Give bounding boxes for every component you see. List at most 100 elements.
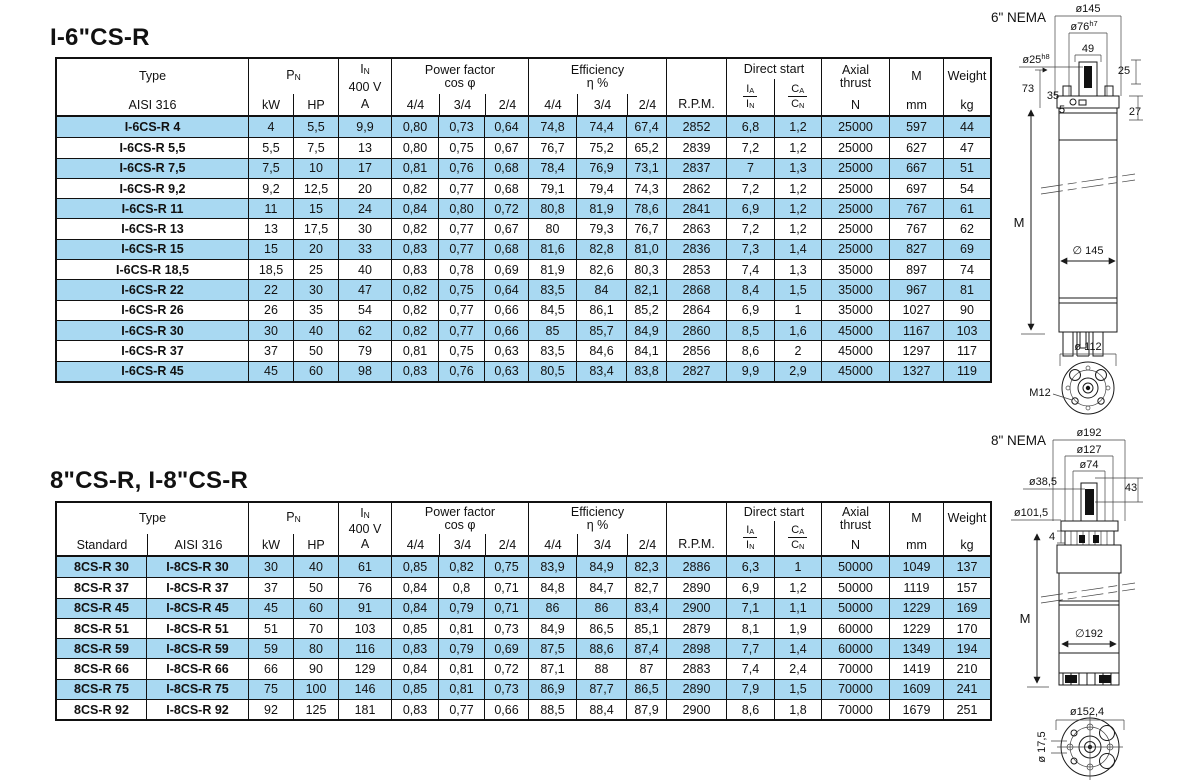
value-cell: 70000	[822, 679, 890, 700]
thrust-label: thrust	[839, 75, 872, 90]
value-cell: 87,5	[529, 639, 577, 659]
value-cell: 85,1	[627, 618, 667, 639]
value-cell: 86,5	[577, 618, 627, 639]
value-cell: 17,5	[294, 219, 339, 239]
m-dim-label: M	[1014, 215, 1025, 230]
eight-inch-nema-drawing: 8" NEMA ø192 ø127 ø74 ø38,5 43 ø101,5 4	[991, 427, 1143, 780]
dim-label: 27	[1129, 106, 1141, 118]
value-cell: 86	[577, 598, 627, 618]
dim-label: ø74	[1080, 459, 1099, 471]
value-cell: 84,6	[577, 341, 627, 361]
frac-44: 4/4	[406, 97, 425, 112]
value-cell: 98	[339, 361, 392, 381]
model-name-cell: I-8CS-R 92	[147, 700, 249, 720]
mm-label: mm	[906, 97, 927, 112]
value-cell: 0,79	[439, 639, 485, 659]
value-cell: 1,9	[775, 618, 822, 639]
value-cell: 0,75	[439, 138, 485, 158]
value-cell: 210	[956, 662, 978, 677]
dim-label: ø152,4	[1070, 706, 1104, 718]
pf-label: Power factor	[424, 504, 496, 519]
value-cell: 74,8	[529, 117, 577, 138]
table-row: I-6CS-R 37 37 50 79 0,81 0,75 0,63 83,5 84,6 84,1…	[57, 340, 990, 361]
value-cell: 0,83	[392, 700, 439, 720]
dim-label: 43	[1125, 482, 1137, 494]
table-row: 8CS-R 92 I-8CS-R 92 92 125 181 0,83 0,77 0,66 88…	[57, 699, 990, 720]
value-cell: 83,5	[529, 280, 577, 300]
rpm-label: R.P.M.	[678, 97, 715, 111]
value-cell: 0,81	[392, 341, 439, 361]
table1-body: I-6CS-R 4 4 5,5 9,9 0,80 0,73 0,64 74,8 74,4 67,4…	[57, 117, 990, 381]
value-cell: 6,9	[727, 578, 775, 598]
table-row: I-6CS-R 9,2 9,2 12,5 20 0,82 0,77 0,68 79,1 79,4…	[57, 177, 990, 199]
col-in: IN 400 V A	[339, 503, 392, 555]
body-diameter-label: ∅ 145	[1073, 245, 1104, 257]
value-cell: 0,75	[439, 341, 485, 361]
value-cell: 2860	[667, 320, 727, 341]
value-cell: 597	[890, 117, 944, 138]
value-cell: 2864	[667, 300, 727, 320]
table-row: I-6CS-R 15 15 20 33 0,83 0,77 0,68 81,6 82,8 81,0…	[57, 238, 990, 260]
value-cell: 0,81	[439, 679, 485, 700]
value-cell: 20	[294, 239, 339, 260]
motor-flange	[1060, 520, 1119, 546]
value-cell: 10	[294, 158, 339, 178]
weight-label: Weight	[947, 511, 987, 525]
table2-header: Type Standard AISI 316 PN kW HP IN 400 V…	[57, 503, 990, 557]
value-cell: 83,8	[627, 361, 667, 381]
value-cell: 35000	[822, 300, 890, 320]
value-cell: 0,73	[439, 117, 485, 138]
value-cell: 35	[294, 300, 339, 320]
value-cell: 169	[956, 601, 978, 616]
value-cell: 83,9	[529, 557, 577, 578]
frac-34: 3/4	[577, 534, 627, 555]
table-row: 8CS-R 75 I-8CS-R 75 75 100 146 0,85 0,81 0,73 86…	[57, 678, 990, 700]
col-rpm: R.P.M.	[667, 59, 727, 115]
value-cell: 1,2	[775, 178, 822, 199]
value-cell: 129	[339, 659, 392, 679]
value-cell: 1349	[890, 639, 944, 659]
value-cell: 0,83	[392, 239, 439, 260]
model-name-cell: I-8CS-R 37	[147, 578, 249, 598]
value-cell: 1,3	[775, 158, 822, 178]
value-cell: 116	[339, 639, 392, 659]
value-cell: 7	[727, 158, 775, 178]
frac-34: 3/4	[577, 94, 627, 115]
value-cell: 45	[249, 598, 294, 618]
value-cell: 45000	[822, 341, 890, 361]
col-efficiency: Efficiency η % 4/4 3/4 2/4	[529, 59, 667, 115]
value-cell: 0,81	[392, 158, 439, 178]
value-cell: 0,64	[485, 117, 529, 138]
value-cell: 87,1	[529, 659, 577, 679]
value-cell: 61	[339, 557, 392, 578]
value-cell: 1609	[890, 679, 944, 700]
value-cell: 70	[294, 618, 339, 639]
in-label: IN	[360, 62, 370, 76]
frac-44: 4/4	[544, 537, 562, 552]
model-name-cell: I-8CS-R 75	[147, 679, 249, 700]
value-cell: 91	[339, 598, 392, 618]
value-cell: 1,4	[775, 239, 822, 260]
col-power-factor: Power factor cos φ 4/4 3/4 2/4	[392, 503, 529, 555]
value-cell: 79	[339, 341, 392, 361]
dim-label: ø38,5	[1029, 476, 1057, 488]
value-cell: 241	[956, 682, 978, 697]
value-cell: 0,71	[485, 598, 529, 618]
value-cell: 69	[960, 242, 974, 257]
axial-label: Axial	[841, 62, 870, 77]
axial-label: Axial	[841, 504, 870, 519]
kw-label: kW	[261, 97, 281, 112]
value-cell: 0,72	[485, 659, 529, 679]
value-cell: 35000	[822, 280, 890, 300]
value-cell: 0,80	[392, 138, 439, 158]
model-name-cell: 8CS-R 59	[57, 639, 147, 659]
value-cell: 251	[956, 702, 978, 717]
model-name-cell: I-6CS-R 9,2	[57, 178, 249, 199]
value-cell: 0,66	[485, 700, 529, 720]
value-cell: 85,7	[577, 320, 627, 341]
flange-bottom-view	[1057, 714, 1123, 780]
value-cell: 7,2	[727, 138, 775, 158]
value-cell: 1419	[890, 659, 944, 679]
value-cell: 0,69	[485, 639, 529, 659]
value-cell: 0,77	[439, 700, 485, 720]
